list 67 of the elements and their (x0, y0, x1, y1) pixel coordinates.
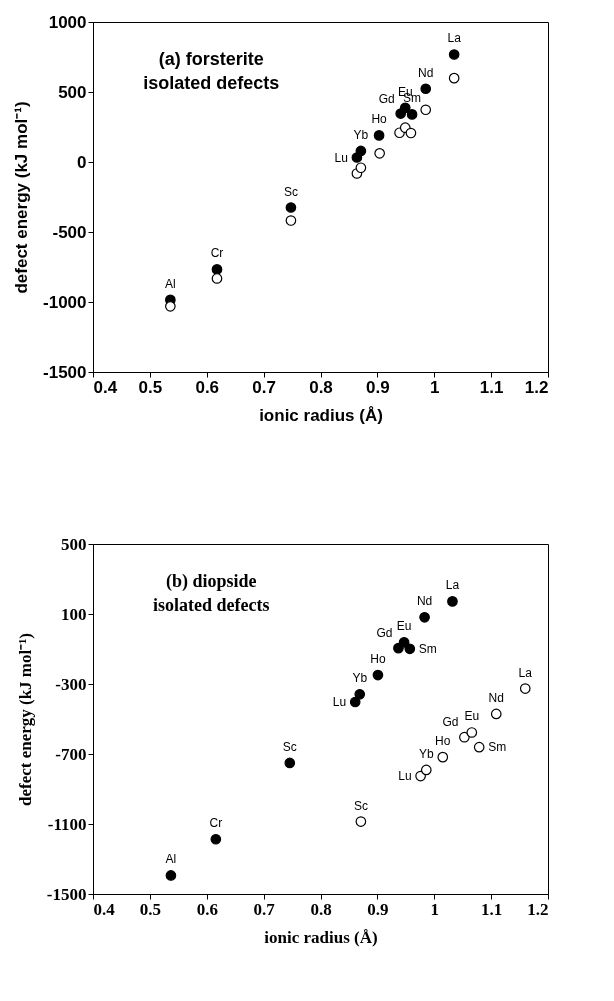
annotation: Sc (282, 739, 297, 754)
x-tick-label: 0.9 (367, 899, 389, 919)
annotation: Sm (488, 740, 507, 755)
annotation: Eu (396, 619, 412, 634)
annotation: Ho (371, 112, 388, 127)
x-tick-label: 1.2 (524, 377, 549, 397)
x-tick-label: 1 (430, 899, 439, 919)
x-tick-label: 0.6 (195, 377, 220, 397)
annotation: Cr (209, 816, 223, 831)
y-tick-label: 0 (77, 152, 87, 172)
y-tick-label: -1500 (46, 884, 87, 904)
annotation: Lu (398, 769, 412, 784)
y-tick-label: -1500 (43, 362, 87, 382)
x-tick-label: 1.1 (479, 377, 504, 397)
annotation: Eu (464, 709, 480, 724)
y-tick-label: -300 (55, 674, 87, 694)
x-tick-label: 1.2 (527, 899, 549, 919)
x-tick-label: 0.8 (310, 899, 332, 919)
annotation: Al (165, 852, 177, 867)
y-axis-title: defect energy (kJ mol⁻¹) (15, 632, 35, 807)
annotation: Sm (418, 641, 437, 656)
x-tick-label: 1 (430, 377, 440, 397)
annotation: Nd (418, 65, 434, 80)
y-tick-label: 500 (58, 82, 87, 102)
annotation: La (518, 665, 533, 680)
annotation: Yb (418, 746, 434, 761)
annotation: La (445, 578, 460, 593)
annotation: Ho (435, 734, 451, 749)
x-axis-title: ionic radius (Å) (264, 927, 378, 947)
x-axis-title: ionic radius (Å) (259, 405, 383, 425)
annotation: Nd (488, 690, 504, 705)
annotation: Sc (283, 184, 298, 199)
annotation: La (447, 31, 462, 46)
x-tick-label: 0.8 (309, 377, 333, 397)
x-tick-label: 0.5 (139, 899, 161, 919)
x-tick-label: 1.1 (481, 899, 503, 919)
y-tick-label: 500 (61, 534, 87, 554)
x-tick-label: 0.6 (196, 899, 218, 919)
x-tick-label: 0.7 (253, 899, 276, 919)
y-tick-label: -700 (55, 744, 87, 764)
annotation: Yb (352, 671, 368, 686)
annotation: isolated defects (143, 73, 280, 93)
y-tick-label: -500 (52, 222, 87, 242)
y-axis-title: defect energy (kJ mol⁻¹) (12, 101, 32, 294)
annotation: Gd (378, 91, 395, 106)
annotation: Gd (376, 626, 393, 641)
annotation: (b) diopside (166, 571, 257, 592)
annotation: (a) forsterite (158, 49, 264, 69)
annotation: Cr (210, 246, 224, 261)
y-tick-label: 1000 (48, 12, 87, 32)
x-tick-label: 0.4 (93, 377, 118, 397)
annotation: Lu (334, 150, 348, 165)
annotation: isolated defects (153, 595, 270, 615)
annotation: Yb (353, 127, 369, 142)
annotation: Lu (332, 695, 347, 710)
y-tick-label: -1100 (47, 814, 87, 834)
annotation: Gd (442, 715, 459, 730)
annotation: Ho (370, 652, 386, 667)
x-tick-label: 0.4 (93, 899, 116, 919)
x-tick-label: 0.7 (252, 377, 276, 397)
annotation: Al (165, 276, 176, 291)
y-tick-label: -1000 (43, 292, 87, 312)
x-tick-label: 0.9 (366, 377, 390, 397)
y-tick-label: 100 (61, 604, 87, 624)
x-tick-label: 0.5 (138, 377, 163, 397)
annotation: Sc (353, 798, 368, 813)
annotation: Nd (416, 594, 433, 609)
